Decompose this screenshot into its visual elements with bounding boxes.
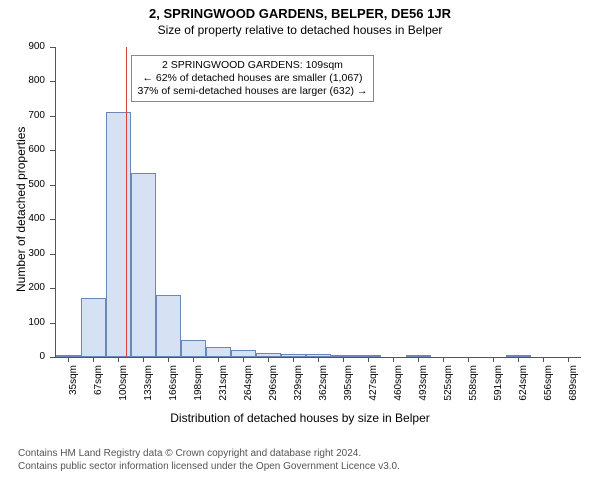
x-tick-mark xyxy=(143,357,144,362)
x-tick-mark xyxy=(218,357,219,362)
x-tick-mark xyxy=(468,357,469,362)
footer-line-2: Contains public sector information licen… xyxy=(18,460,600,473)
x-tick-mark xyxy=(243,357,244,362)
annotation-line: ← 62% of detached houses are smaller (1,… xyxy=(138,72,368,85)
x-tick-mark xyxy=(168,357,169,362)
y-tick-mark xyxy=(50,288,55,289)
x-tick-label: 395sqm xyxy=(343,365,354,415)
x-tick-label: 166sqm xyxy=(168,365,179,415)
x-tick-label: 591sqm xyxy=(493,365,504,415)
histogram-bar xyxy=(506,355,531,357)
x-tick-label: 198sqm xyxy=(193,365,204,415)
x-tick-mark xyxy=(393,357,394,362)
footer-line-1: Contains HM Land Registry data © Crown c… xyxy=(18,447,600,460)
histogram-bar xyxy=(406,355,431,357)
x-tick-mark xyxy=(568,357,569,362)
x-tick-label: 133sqm xyxy=(143,365,154,415)
x-tick-label: 656sqm xyxy=(543,365,554,415)
x-tick-label: 67sqm xyxy=(93,365,104,415)
y-tick-mark xyxy=(50,47,55,48)
x-tick-label: 100sqm xyxy=(118,365,129,415)
y-tick-label: 0 xyxy=(0,351,45,362)
x-tick-label: 296sqm xyxy=(268,365,279,415)
x-tick-label: 460sqm xyxy=(393,365,404,415)
y-tick-label: 200 xyxy=(0,282,45,293)
marker-annotation: 2 SPRINGWOOD GARDENS: 109sqm← 62% of det… xyxy=(131,55,375,102)
histogram-bar xyxy=(131,173,156,357)
histogram-bar xyxy=(331,355,356,357)
y-tick-mark xyxy=(50,185,55,186)
y-tick-mark xyxy=(50,150,55,151)
x-tick-label: 35sqm xyxy=(68,365,79,415)
x-tick-label: 493sqm xyxy=(418,365,429,415)
x-tick-label: 264sqm xyxy=(243,365,254,415)
x-tick-label: 329sqm xyxy=(293,365,304,415)
x-tick-mark xyxy=(118,357,119,362)
histogram-bar xyxy=(81,298,106,357)
y-tick-label: 100 xyxy=(0,317,45,328)
histogram-bar xyxy=(206,347,231,357)
x-tick-mark xyxy=(93,357,94,362)
histogram-bar xyxy=(231,350,256,357)
x-tick-mark xyxy=(443,357,444,362)
marker-line xyxy=(126,47,127,357)
y-tick-label: 300 xyxy=(0,248,45,259)
x-tick-mark xyxy=(193,357,194,362)
y-tick-mark xyxy=(50,116,55,117)
y-tick-label: 500 xyxy=(0,179,45,190)
x-tick-mark xyxy=(343,357,344,362)
x-tick-label: 231sqm xyxy=(218,365,229,415)
x-tick-label: 689sqm xyxy=(568,365,579,415)
y-tick-mark xyxy=(50,254,55,255)
y-tick-label: 700 xyxy=(0,110,45,121)
histogram-bar xyxy=(56,355,81,357)
y-tick-label: 600 xyxy=(0,144,45,155)
y-tick-label: 400 xyxy=(0,213,45,224)
x-tick-mark xyxy=(318,357,319,362)
x-tick-label: 624sqm xyxy=(518,365,529,415)
histogram-bar xyxy=(156,295,181,357)
chart-container: Number of detached properties Distributi… xyxy=(0,37,600,447)
footer-attribution: Contains HM Land Registry data © Crown c… xyxy=(0,447,600,473)
x-tick-label: 362sqm xyxy=(318,365,329,415)
x-tick-mark xyxy=(543,357,544,362)
y-tick-label: 900 xyxy=(0,41,45,52)
histogram-bar xyxy=(306,354,331,357)
x-tick-mark xyxy=(418,357,419,362)
histogram-bar xyxy=(106,112,131,357)
histogram-bar xyxy=(281,354,306,357)
y-tick-mark xyxy=(50,219,55,220)
histogram-bar xyxy=(356,355,381,357)
x-tick-mark xyxy=(293,357,294,362)
y-tick-mark xyxy=(50,323,55,324)
x-tick-mark xyxy=(493,357,494,362)
chart-title-main: 2, SPRINGWOOD GARDENS, BELPER, DE56 1JR xyxy=(0,0,600,21)
x-tick-mark xyxy=(368,357,369,362)
x-tick-mark xyxy=(268,357,269,362)
chart-title-sub: Size of property relative to detached ho… xyxy=(0,21,600,37)
y-tick-mark xyxy=(50,357,55,358)
histogram-bar xyxy=(181,340,206,357)
annotation-line: 2 SPRINGWOOD GARDENS: 109sqm xyxy=(138,59,368,72)
x-tick-label: 558sqm xyxy=(468,365,479,415)
x-tick-mark xyxy=(518,357,519,362)
x-tick-mark xyxy=(68,357,69,362)
y-tick-mark xyxy=(50,81,55,82)
y-tick-label: 800 xyxy=(0,75,45,86)
x-tick-label: 525sqm xyxy=(443,365,454,415)
histogram-bar xyxy=(256,353,281,357)
x-tick-label: 427sqm xyxy=(368,365,379,415)
annotation-line: 37% of semi-detached houses are larger (… xyxy=(138,85,368,98)
